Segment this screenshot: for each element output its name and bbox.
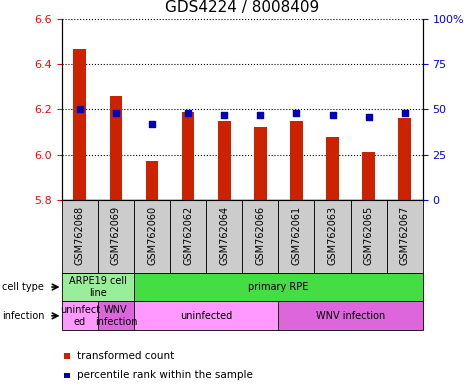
Bar xyxy=(399,118,411,200)
Bar xyxy=(206,200,242,273)
Point xyxy=(220,112,228,118)
Bar xyxy=(326,136,339,200)
Text: GSM762065: GSM762065 xyxy=(363,205,374,265)
Bar xyxy=(134,200,170,273)
Bar xyxy=(98,200,134,273)
Text: percentile rank within the sample: percentile rank within the sample xyxy=(77,371,253,381)
Bar xyxy=(254,127,266,200)
Title: GDS4224 / 8008409: GDS4224 / 8008409 xyxy=(165,0,319,15)
Text: GSM762068: GSM762068 xyxy=(75,205,85,265)
Text: GSM762064: GSM762064 xyxy=(219,205,229,265)
Text: ARPE19 cell
line: ARPE19 cell line xyxy=(69,276,127,298)
Point xyxy=(365,114,372,120)
Text: uninfect
ed: uninfect ed xyxy=(60,305,100,327)
Bar xyxy=(218,121,230,200)
Bar xyxy=(62,200,98,273)
Text: cell type: cell type xyxy=(2,282,44,292)
Point xyxy=(148,121,156,127)
Bar xyxy=(134,273,423,301)
Bar xyxy=(146,161,158,200)
Text: transformed count: transformed count xyxy=(77,351,174,361)
Text: uninfected: uninfected xyxy=(180,311,232,321)
Point xyxy=(76,106,84,113)
Text: WNV infection: WNV infection xyxy=(316,311,385,321)
Bar xyxy=(351,200,387,273)
Bar xyxy=(110,96,122,200)
Bar xyxy=(182,112,194,200)
Bar xyxy=(134,301,278,330)
Text: GSM762069: GSM762069 xyxy=(111,205,121,265)
Text: GSM762067: GSM762067 xyxy=(399,205,410,265)
Text: GSM762066: GSM762066 xyxy=(255,205,266,265)
Bar xyxy=(278,301,423,330)
Bar xyxy=(290,121,303,200)
Bar xyxy=(74,48,86,200)
Point xyxy=(256,112,264,118)
Text: GSM762061: GSM762061 xyxy=(291,205,302,265)
Text: primary RPE: primary RPE xyxy=(248,282,309,292)
Text: GSM762062: GSM762062 xyxy=(183,205,193,265)
Bar xyxy=(314,200,351,273)
Point xyxy=(184,110,192,116)
Bar xyxy=(62,301,98,330)
Point xyxy=(329,112,336,118)
Text: GSM762063: GSM762063 xyxy=(327,205,338,265)
Text: infection: infection xyxy=(2,311,45,321)
Bar xyxy=(387,200,423,273)
Bar xyxy=(362,152,375,200)
Bar xyxy=(278,200,314,273)
Bar xyxy=(170,200,206,273)
Text: GSM762060: GSM762060 xyxy=(147,205,157,265)
Bar xyxy=(98,301,134,330)
Bar xyxy=(62,273,134,301)
Point xyxy=(112,110,120,116)
Point xyxy=(401,110,408,116)
Bar xyxy=(242,200,278,273)
Text: WNV
infection: WNV infection xyxy=(95,305,137,327)
Point xyxy=(293,110,300,116)
